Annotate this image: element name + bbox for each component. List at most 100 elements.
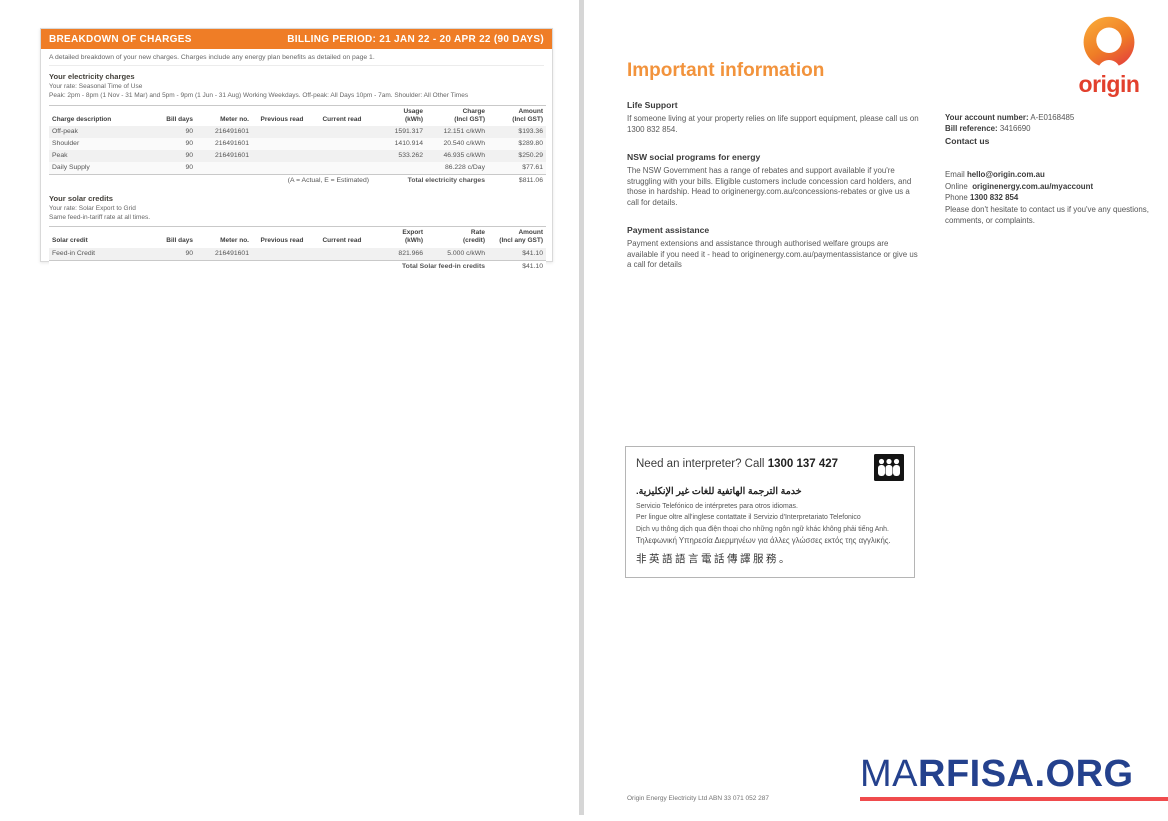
important-information-heading: Important information bbox=[627, 60, 825, 81]
solar-total-row: Total Solar feed-in credits $41.10 bbox=[49, 259, 546, 273]
cell-amount: $193.36 bbox=[518, 128, 543, 136]
interpreter-title: Need an interpreter? Call 1300 137 427 bbox=[636, 454, 838, 470]
contact-note: Please don't hesitate to contact us if y… bbox=[945, 204, 1149, 226]
cell: 216491601 bbox=[214, 140, 249, 148]
breakdown-header-bar: BREAKDOWN OF CHARGES BILLING PERIOD: 21 … bbox=[41, 29, 552, 49]
interpreter-line-arabic: خدمة الترجمة الهاتفية للغات غير الإنكليز… bbox=[636, 486, 802, 497]
email-value: hello@origin.com.au bbox=[966, 170, 1045, 180]
cell: 90 bbox=[185, 140, 193, 148]
col-meter-no: Meter no. bbox=[196, 104, 252, 126]
col-charge: Charge (Incl GST) bbox=[426, 104, 488, 126]
section-title: NSW social programs for energy bbox=[627, 152, 761, 162]
phone-label: Phone bbox=[945, 193, 968, 203]
cell: Off-peak bbox=[52, 128, 78, 136]
page-divider bbox=[579, 0, 584, 815]
cell: Feed-in Credit bbox=[52, 250, 96, 258]
cell bbox=[252, 248, 312, 261]
cell bbox=[372, 162, 426, 175]
solar-rate-line: Your rate: Solar Export to Grid bbox=[49, 204, 136, 212]
electricity-rate-line: Your rate: Seasonal Time of Use bbox=[49, 83, 143, 90]
electricity-table: Charge description Bill days Meter no. P… bbox=[49, 104, 546, 187]
section-body: Payment extensions and assistance throug… bbox=[627, 239, 918, 269]
col-solar-credit: Solar credit bbox=[49, 226, 156, 248]
col-export: Export (kWh) bbox=[372, 226, 426, 248]
section-title: Life Support bbox=[627, 100, 678, 110]
table-row: Peak 90 216491601 533.262 46.935 c/kWh $… bbox=[49, 149, 546, 162]
cell bbox=[196, 162, 252, 175]
company-abn-footer: Origin Energy Electricity Ltd ABN 33 071… bbox=[627, 795, 769, 802]
cell: 216491601 bbox=[214, 152, 249, 160]
breakdown-of-charges-card: BREAKDOWN OF CHARGES BILLING PERIOD: 21 … bbox=[40, 28, 553, 273]
section-payment-assistance: Payment assistance Payment extensions an… bbox=[627, 225, 919, 271]
account-number-value: A-E0168485 bbox=[1030, 113, 1075, 122]
interpreter-line-chinese: 非英語語言電話傳譯服務。 bbox=[636, 553, 792, 566]
electricity-header-row: Charge description Bill days Meter no. P… bbox=[49, 104, 546, 126]
cell: 5.000 c/kWh bbox=[447, 250, 485, 258]
interpreter-header: Need an interpreter? Call 1300 137 427 bbox=[636, 454, 904, 481]
breakdown-body: A detailed breakdown of your new charges… bbox=[41, 49, 552, 279]
important-information-sections: Life Support If someone living at your p… bbox=[627, 100, 919, 288]
section-body: The NSW Government has a range of rebate… bbox=[627, 166, 912, 207]
col-usage: Usage (kWh) bbox=[372, 104, 426, 126]
billing-period: BILLING PERIOD: 21 JAN 22 - 20 APR 22 (9… bbox=[287, 33, 544, 45]
cell: Peak bbox=[52, 152, 68, 160]
cell: 1410.914 bbox=[394, 140, 423, 148]
bill-reference-line: Bill reference: 3416690 bbox=[945, 123, 1157, 134]
marfisa-watermark: MARFISA.ORG bbox=[860, 755, 1168, 801]
cell-amount: $250.29 bbox=[518, 152, 543, 160]
col-previous-read: Previous read bbox=[252, 226, 312, 248]
intro-text: A detailed breakdown of your new charges… bbox=[49, 49, 544, 66]
cell: 1591.317 bbox=[394, 128, 423, 136]
electricity-rate-line: Peak: 2pm - 8pm (1 Nov - 31 Mar) and 5pm… bbox=[49, 91, 469, 99]
account-number-label: Your account number: bbox=[945, 113, 1029, 122]
interpreter-people-icon bbox=[874, 454, 904, 481]
cell-amount: $41.10 bbox=[522, 250, 543, 258]
col-current-read: Current read bbox=[312, 104, 372, 126]
solar-credits-heading: Your solar credits bbox=[49, 193, 114, 203]
interpreter-line-spanish: Servicio Telefónico de intérpretes para … bbox=[636, 503, 798, 510]
col-rate: Rate (credit) bbox=[426, 226, 488, 248]
watermark-underline bbox=[860, 797, 1168, 801]
cell bbox=[312, 162, 372, 175]
section-title: Payment assistance bbox=[627, 225, 710, 235]
cell: 533.262 bbox=[398, 152, 423, 160]
cell: 90 bbox=[185, 152, 193, 160]
online-value: originenergy.com.au/myaccount bbox=[972, 181, 1094, 191]
cell: 90 bbox=[185, 164, 193, 172]
cell: 216491601 bbox=[214, 128, 249, 136]
contact-us-heading: Contact us bbox=[945, 135, 990, 146]
solar-total-spacer bbox=[49, 259, 372, 273]
cell-amount: $289.80 bbox=[518, 140, 543, 148]
cell: 12.151 c/kWh bbox=[443, 128, 485, 136]
origin-wordmark: origin bbox=[1078, 71, 1140, 97]
col-amount: Amount (Incl GST) bbox=[488, 104, 546, 126]
table-row: Shoulder 90 216491601 1410.914 20.540 c/… bbox=[49, 137, 546, 150]
cell: 216491601 bbox=[214, 250, 249, 258]
cell bbox=[252, 126, 312, 138]
electricity-total-value: $811.06 bbox=[488, 173, 546, 187]
origin-logo: origin bbox=[1066, 12, 1152, 96]
col-meter-no: Meter no. bbox=[196, 226, 252, 248]
cell: 90 bbox=[185, 128, 193, 136]
cell: 821.966 bbox=[398, 250, 423, 258]
cell bbox=[252, 150, 312, 162]
interpreter-line-vietnamese: Dịch vụ thông dịch qua điện thoại cho nh… bbox=[636, 525, 889, 533]
online-line: Online originenergy.com.au/myaccount bbox=[945, 181, 1157, 192]
table-row: Feed-in Credit 90 216491601 821.966 5.00… bbox=[49, 247, 546, 261]
cell bbox=[312, 248, 372, 261]
solar-total-value: $41.10 bbox=[488, 259, 546, 273]
breakdown-title: BREAKDOWN OF CHARGES bbox=[49, 33, 192, 45]
solar-credits-section: Your solar credits Your rate: Solar Expo… bbox=[49, 193, 546, 273]
electricity-total-label: Total electricity charges bbox=[372, 173, 488, 187]
contact-details: Email hello@origin.com.au Online origine… bbox=[945, 169, 1157, 226]
origin-logo-icon bbox=[1083, 16, 1135, 76]
cell bbox=[312, 150, 372, 162]
watermark-light-part: MA bbox=[860, 753, 918, 795]
phone-line: Phone 1300 832 854 bbox=[945, 192, 1157, 203]
col-bill-days: Bill days bbox=[156, 226, 196, 248]
interpreter-phone: 1300 137 427 bbox=[767, 458, 839, 470]
email-label: Email bbox=[945, 170, 965, 180]
section-life-support: Life Support If someone living at your p… bbox=[627, 100, 919, 135]
email-line: Email hello@origin.com.au bbox=[945, 169, 1157, 180]
section-body: If someone living at your property relie… bbox=[627, 114, 919, 134]
